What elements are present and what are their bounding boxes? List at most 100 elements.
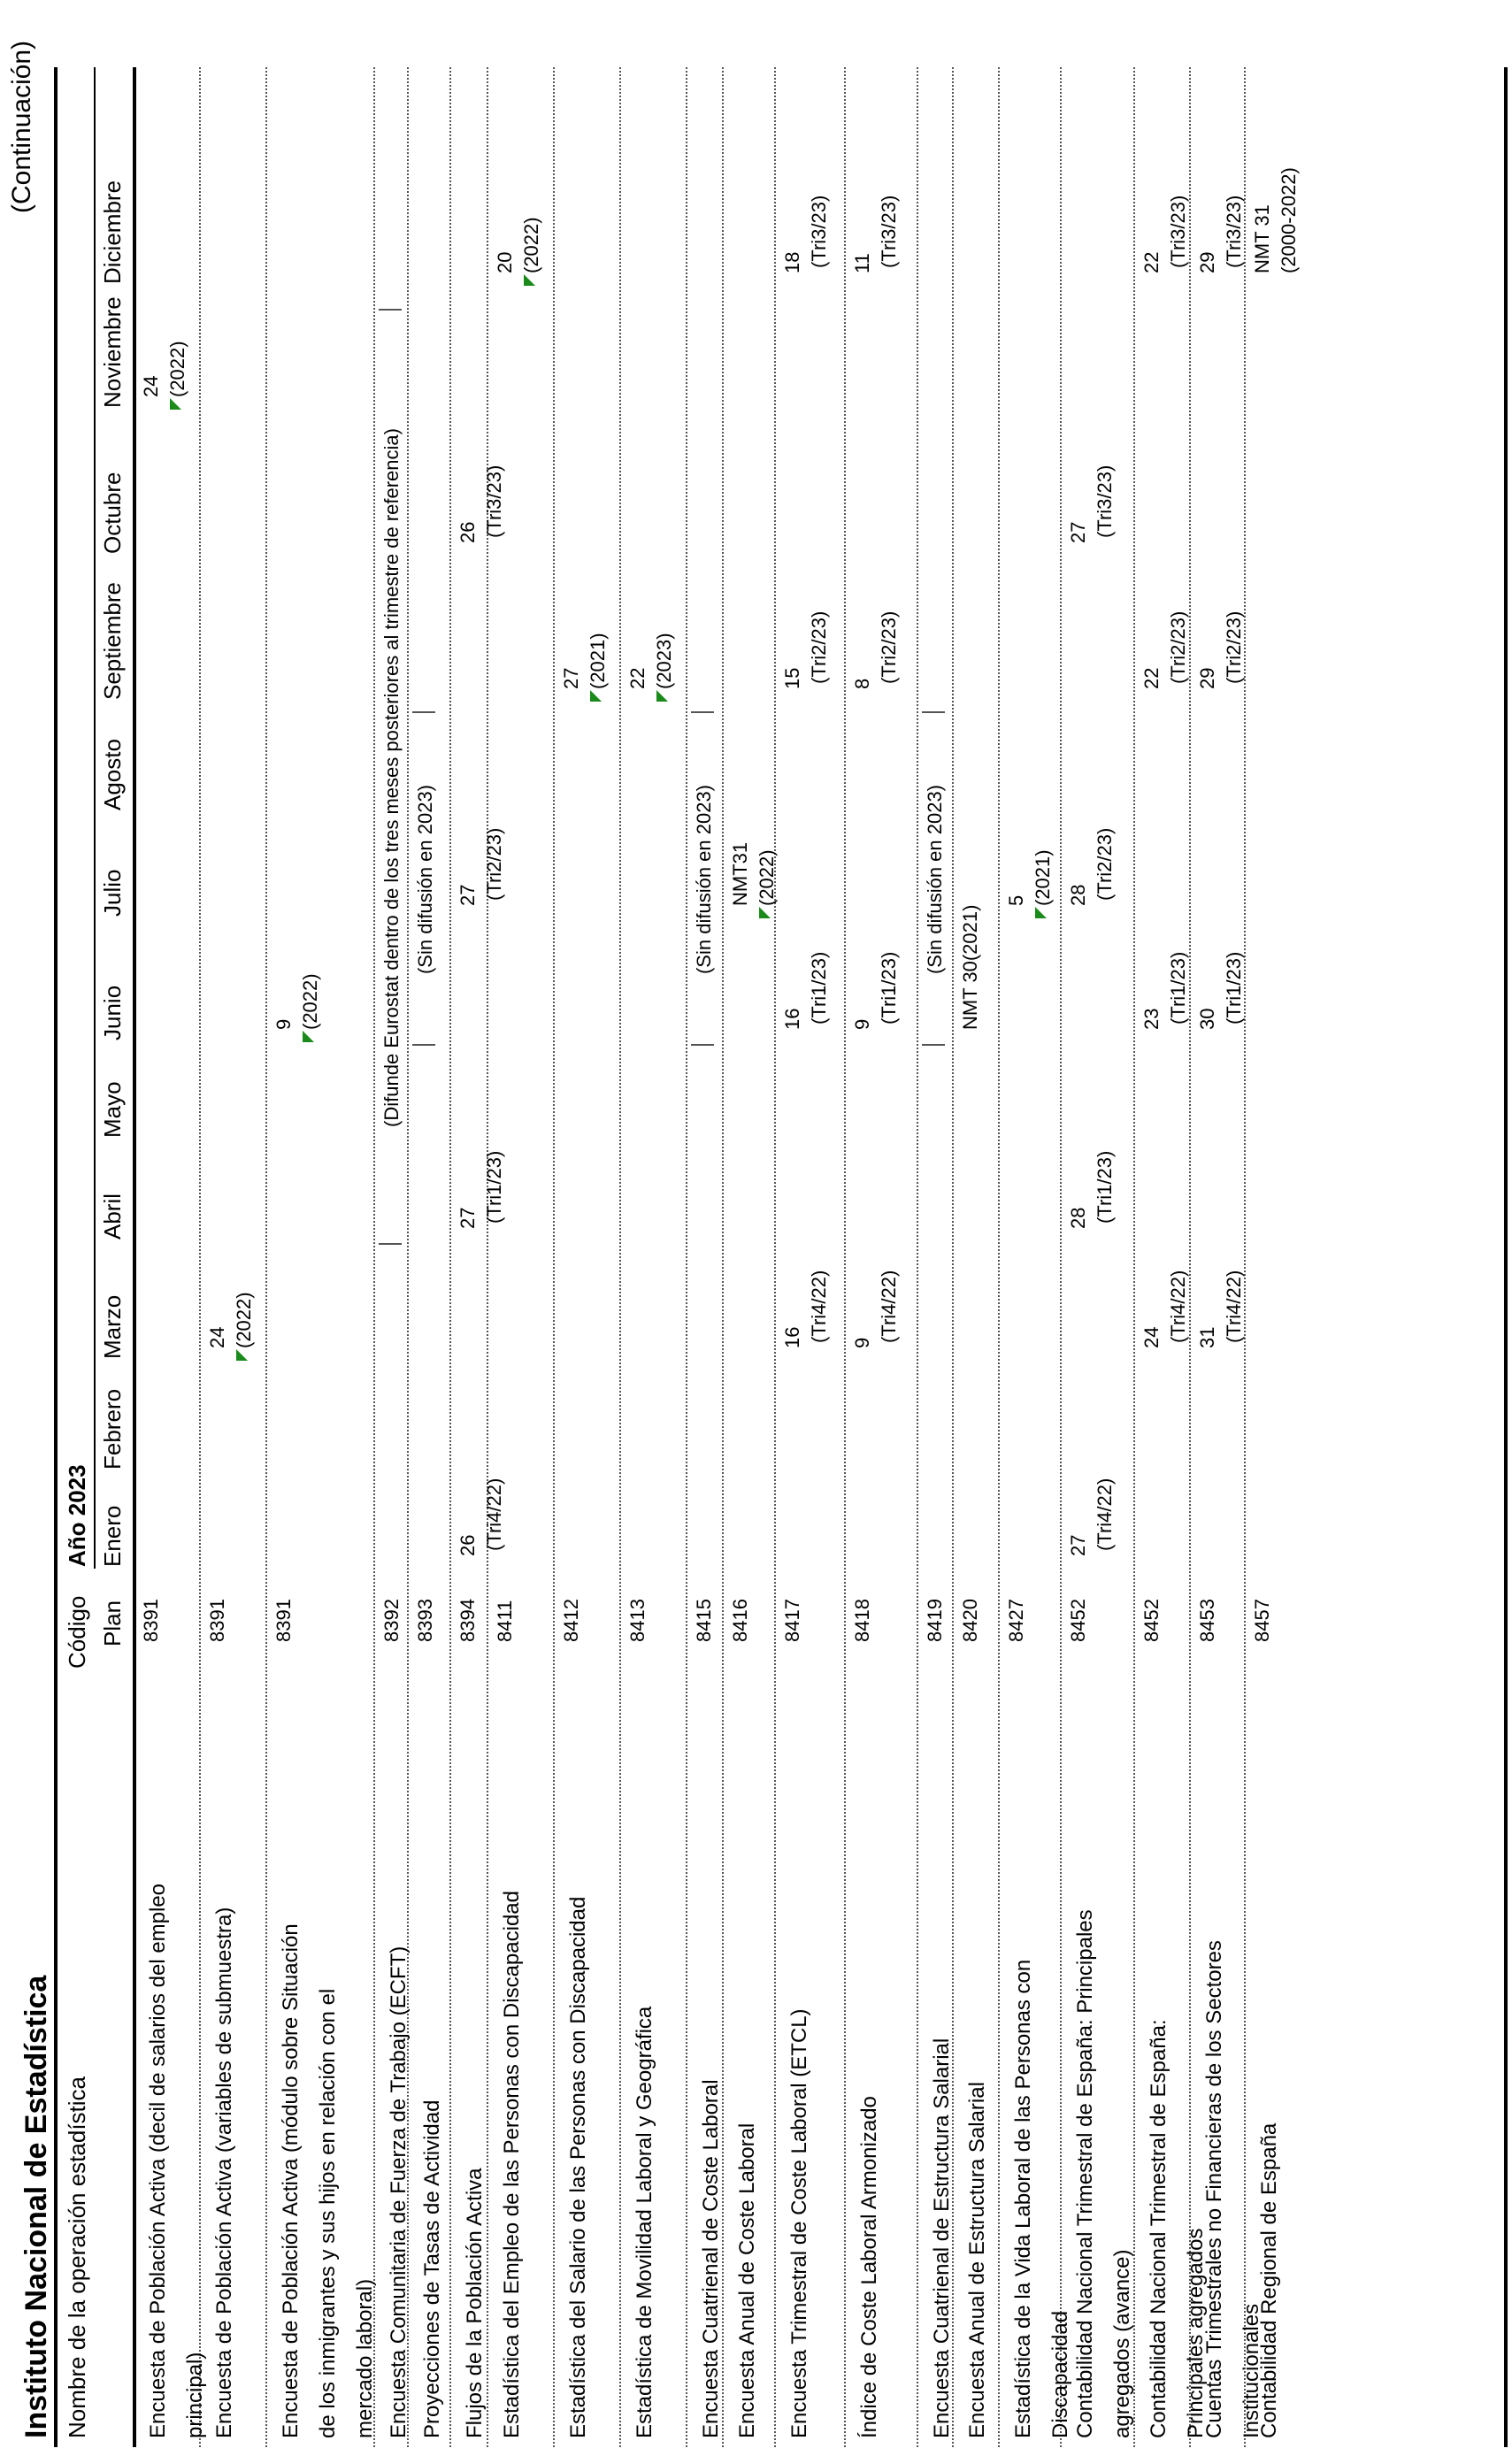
release-reference: (Tri3/23): [878, 195, 900, 268]
release-day: 27: [1067, 521, 1089, 543]
row-separator: [619, 67, 621, 2447]
release-day: 8: [851, 678, 873, 689]
plan-code: 8418: [851, 1599, 873, 1642]
release-reference: (Tri1/23): [1223, 951, 1245, 1025]
operation-name-line: Contabilidad Nacional Trimestral de Espa…: [1147, 2019, 1170, 2438]
release-day: 29: [1196, 667, 1218, 689]
operation-name-line: Contabilidad Nacional Trimestral de Espa…: [1073, 1909, 1097, 2438]
month-header-9: Septiembre: [99, 582, 126, 700]
release-reference: (Tri3/23): [808, 195, 830, 268]
operation-name-line: Encuesta Trimestral de Coste Laboral (ET…: [787, 2008, 811, 2438]
release-reference: (Tri4/22): [1167, 1270, 1189, 1343]
operation-name-line: Encuesta Cuatrienal de Estructura Salari…: [930, 2038, 954, 2438]
plan-code: 8452: [1067, 1599, 1089, 1642]
operation-name-line: mercado laboral): [353, 2278, 377, 2438]
plan-code: 8391: [206, 1599, 228, 1642]
release-day: 24: [140, 375, 162, 397]
release-day: 9: [851, 1337, 873, 1348]
release-day: 27: [1067, 1534, 1089, 1556]
plan-code: 8393: [414, 1599, 436, 1642]
row-separator: [774, 67, 776, 2447]
row-separator: [553, 67, 555, 2447]
operation-name-line: Índice de Coste Laboral Armonizado: [857, 2096, 881, 2438]
release-reference: (Tri1/23): [483, 1150, 505, 1224]
plan-code: 8420: [959, 1599, 981, 1642]
operation-name-line: Encuesta Comunitaria de Fuerza de Trabaj…: [387, 1946, 411, 2438]
release-day: 29: [1196, 251, 1218, 273]
plan-code: 8415: [693, 1599, 715, 1642]
span-note: (Difunde Eurostat dentro de los tres mes…: [380, 428, 403, 1127]
new-release-flag-icon: [303, 1031, 314, 1042]
release-reference: (Tri1/23): [1167, 951, 1189, 1025]
release-reference: (Tri2/23): [878, 610, 900, 684]
release-reference: (Tri2/23): [808, 610, 830, 684]
operation-name-line: Estadística de la Vida Laboral de las Pe…: [1011, 1959, 1035, 2438]
release-day: 18: [781, 251, 803, 273]
release-reference: (2022): [520, 217, 542, 273]
release-reference: (Tri3/23): [483, 464, 505, 538]
new-release-flag-icon: [656, 690, 668, 702]
release-reference: (2022): [756, 849, 778, 906]
release-reference: (2022): [233, 1292, 255, 1348]
plan-code: 8452: [1140, 1599, 1163, 1642]
release-day: 31: [1196, 1326, 1218, 1348]
month-header-1: Enero: [99, 1505, 126, 1567]
release-day: 11: [851, 253, 873, 273]
month-header-3: Marzo: [99, 1294, 126, 1359]
column-header-plan: Plan: [99, 1600, 126, 1646]
release-day: 30: [1196, 1008, 1218, 1030]
new-release-flag-icon: [236, 1349, 248, 1361]
release-reference: (2022): [166, 341, 188, 397]
month-header-2: Febrero: [99, 1388, 126, 1470]
release-day: 22: [626, 667, 649, 689]
row-separator: [265, 67, 267, 2447]
release-day: 9: [851, 1018, 873, 1030]
release-day: 26: [457, 521, 479, 543]
release-day: 26: [457, 1534, 479, 1556]
row-separator: [1060, 67, 1062, 2447]
plan-code: 8457: [1251, 1599, 1273, 1642]
release-day: 23: [1140, 1008, 1163, 1030]
month-header-5: Mayo: [99, 1081, 126, 1138]
release-reference: (Tri4/22): [1223, 1270, 1245, 1343]
row-separator: [1133, 67, 1135, 2447]
release-day: NMT 30(2021): [959, 904, 981, 1030]
release-reference: (Tri1/23): [1094, 1150, 1116, 1224]
operation-name-line: Proyecciones de Tasas de Actividad: [420, 2099, 444, 2438]
year-underline: [94, 67, 96, 1569]
column-header-code: Código: [64, 1595, 90, 1669]
span-note: (Sin difusión en 2023): [924, 784, 946, 975]
release-day: 24: [206, 1326, 228, 1348]
month-header-12: Diciembre: [99, 180, 126, 284]
row-separator: [1189, 67, 1191, 2447]
release-day: 27: [457, 1207, 479, 1229]
month-header-4: Abril: [99, 1193, 126, 1240]
plan-code: 8411: [494, 1600, 516, 1642]
release-day: NMT 31: [1251, 204, 1273, 273]
plan-code: 8416: [729, 1599, 751, 1642]
month-header-6: Junio: [99, 985, 126, 1040]
plan-code: 8417: [781, 1599, 803, 1642]
span-note: (Sin difusión en 2023): [693, 784, 715, 975]
month-header-7: Julio: [99, 869, 126, 917]
release-reference: (Tri3/23): [1094, 464, 1116, 538]
release-day: 16: [781, 1008, 803, 1030]
release-reference: (Tri4/22): [878, 1270, 900, 1343]
plan-code: 8391: [272, 1599, 295, 1642]
year-header: Año 2023: [64, 1464, 90, 1567]
row-separator: [844, 67, 846, 2447]
release-reference: (2000-2022): [1278, 167, 1300, 273]
continuation-label: (Continuación): [7, 40, 36, 213]
operation-name-line: agregados (avance): [1110, 2249, 1134, 2438]
release-reference: (2021): [587, 633, 609, 689]
operation-name-line: de los inmigrantes y sus hijos en relaci…: [316, 1988, 340, 2438]
row-separator: [373, 67, 375, 2447]
new-release-flag-icon: [590, 690, 602, 702]
row-separator: [1244, 67, 1246, 2447]
release-day: NMT31: [729, 841, 751, 906]
release-reference: (Tri1/23): [808, 951, 830, 1025]
plan-code: 8427: [1005, 1599, 1027, 1642]
new-release-flag-icon: [524, 274, 535, 286]
release-day: 24: [1140, 1326, 1163, 1348]
